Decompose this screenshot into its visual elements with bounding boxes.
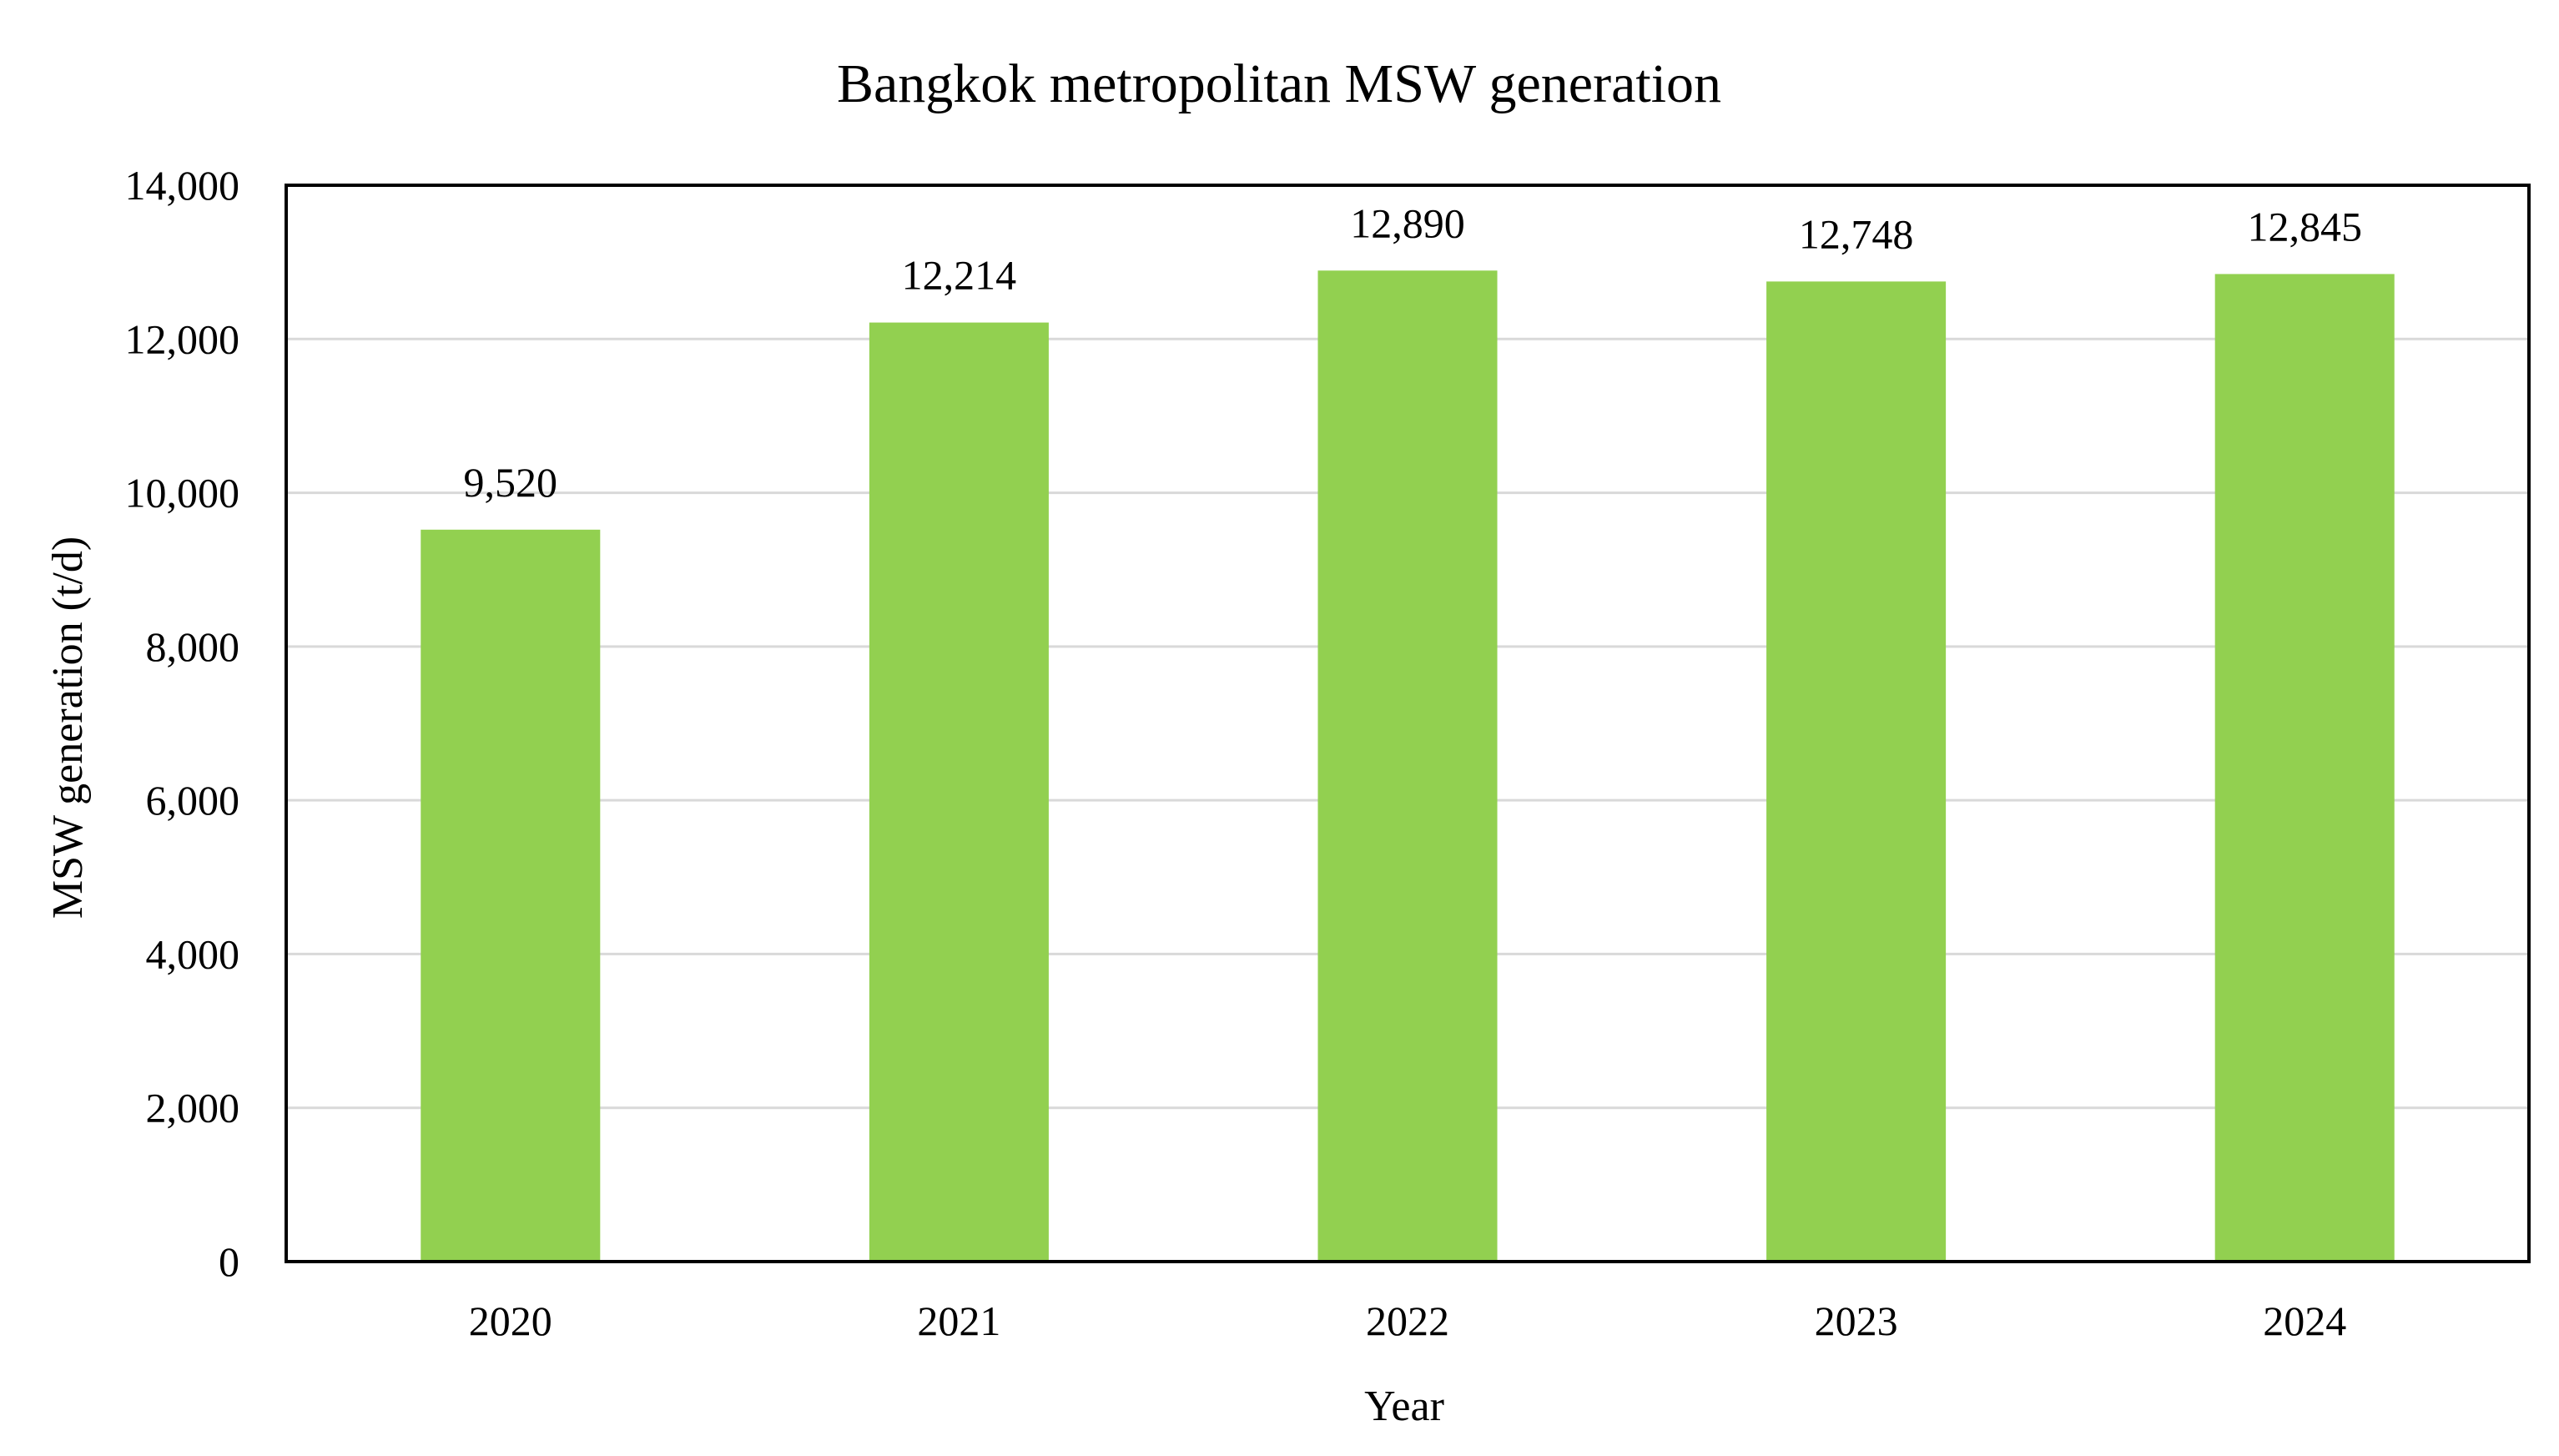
y-tick-label: 0 xyxy=(219,1238,239,1285)
data-label-2021: 12,214 xyxy=(902,252,1017,299)
x-tick-label-2024: 2024 xyxy=(2263,1297,2346,1344)
x-tick-label-2022: 2022 xyxy=(1366,1297,1449,1344)
bar-2023 xyxy=(1766,281,1947,1262)
data-labels: 9,520 12,214 12,890 12,748 12,845 xyxy=(464,199,2362,506)
y-axis-title: MSW generation (t/d) xyxy=(44,537,92,919)
y-axis-ticks: 0 2,000 4,000 6,000 8,000 10,000 12,000 14,000 xyxy=(125,162,240,1285)
y-tick-label: 6,000 xyxy=(146,777,240,824)
y-tick-label: 10,000 xyxy=(125,470,240,516)
y-tick-label: 4,000 xyxy=(146,930,240,977)
data-label-2022: 12,890 xyxy=(1350,199,1465,246)
data-label-2023: 12,748 xyxy=(1799,210,1914,257)
x-axis-title: Year xyxy=(1364,1383,1444,1430)
y-tick-label: 14,000 xyxy=(125,162,240,209)
x-tick-label-2020: 2020 xyxy=(469,1297,552,1344)
chart-title: Bangkok metropolitan MSW generation xyxy=(837,53,1721,114)
bar-2024 xyxy=(2214,274,2395,1262)
y-tick-label: 12,000 xyxy=(125,315,240,362)
y-tick-label: 8,000 xyxy=(146,623,240,670)
data-label-2020: 9,520 xyxy=(464,459,558,506)
plot-area-frame xyxy=(285,184,2531,1263)
y-tick-label: 2,000 xyxy=(146,1085,240,1131)
x-axis-ticks: 2020 2021 2022 2023 2024 xyxy=(469,1297,2346,1344)
bar-2022 xyxy=(1317,270,1498,1262)
x-tick-label-2023: 2023 xyxy=(1815,1297,1898,1344)
bar-2020 xyxy=(421,529,601,1262)
x-tick-label-2021: 2021 xyxy=(917,1297,1000,1344)
bar-2021 xyxy=(869,322,1049,1262)
bars xyxy=(421,270,2395,1262)
data-label-2024: 12,845 xyxy=(2247,203,2362,249)
